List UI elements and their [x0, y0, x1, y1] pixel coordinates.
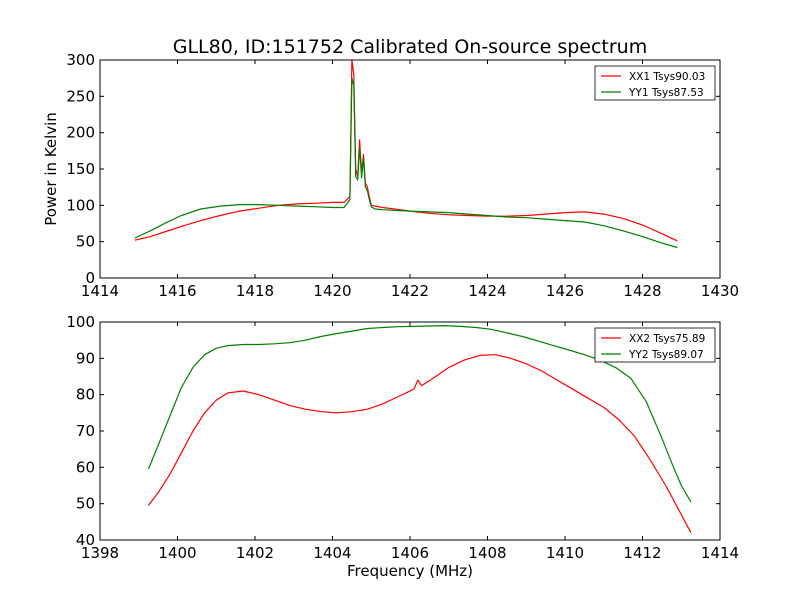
y-tick-label: 40 [76, 531, 95, 549]
x-tick-label: 1404 [313, 544, 351, 562]
y-tick-label: 80 [76, 386, 95, 404]
x-tick-label: 1426 [546, 282, 584, 300]
legend-box [594, 327, 716, 363]
y-tick-label: 0 [85, 269, 95, 287]
legend-label: YY2 Tsys89.07 [628, 349, 704, 361]
series-line-2 [134, 77, 678, 249]
x-tick-label: 1398 [81, 544, 119, 562]
y-tick-label: 250 [66, 87, 95, 105]
x-tick-label: 1410 [546, 544, 584, 562]
legend-box [594, 65, 716, 101]
y-tick-label: 300 [66, 51, 95, 69]
y-axis-label: Power in Kelvin [42, 112, 60, 226]
x-tick-label: 1414 [701, 544, 739, 562]
legend-label: YY1 Tsys87.53 [628, 87, 704, 99]
x-tick-label: 1408 [468, 544, 506, 562]
x-tick-label: 1412 [623, 544, 661, 562]
bottom-spectrum-plot: 1398 1400 1402 1404 1406 1408 1410 1412 1414 40 50… [66, 313, 739, 580]
y-tick-label: 100 [66, 196, 95, 214]
x-tick-label: 1402 [236, 544, 274, 562]
x-tick-label: 1422 [391, 282, 429, 300]
top-spectrum-plot: 1414 1416 1418 1420 1422 1424 1426 1428 1430 0 50 1… [42, 51, 739, 300]
x-tick-label: 1400 [158, 544, 196, 562]
y-tick-label: 50 [76, 233, 95, 251]
series-line-1 [147, 354, 692, 533]
legend: XX2 Tsys75.89 YY2 Tsys89.07 [594, 327, 716, 363]
x-tick-label: 1420 [313, 282, 351, 300]
y-tick-label: 200 [66, 124, 95, 142]
legend-label: XX1 Tsys90.03 [629, 71, 705, 83]
y-tick-label: 150 [66, 160, 95, 178]
y-tick-label: 60 [76, 458, 95, 476]
y-tick-label: 50 [76, 495, 95, 513]
x-tick-label: 1428 [623, 282, 661, 300]
y-tick-label: 70 [76, 422, 95, 440]
series-line-2 [147, 325, 692, 503]
x-axis-label: Frequency (MHz) [347, 562, 473, 580]
x-tick-label: 1406 [391, 544, 429, 562]
x-tick-label: 1430 [701, 282, 739, 300]
x-tick-label: 1416 [158, 282, 196, 300]
y-tick-label: 100 [66, 313, 95, 331]
x-tick-label: 1418 [236, 282, 274, 300]
chart-title: GLL80, ID:151752 Calibrated On-source sp… [173, 36, 647, 58]
legend-label: XX2 Tsys75.89 [629, 333, 705, 345]
x-tick-label: 1414 [81, 282, 119, 300]
x-tick-label: 1424 [468, 282, 506, 300]
y-tick-label: 90 [76, 349, 95, 367]
legend: XX1 Tsys90.03 YY1 Tsys87.53 [594, 65, 716, 101]
